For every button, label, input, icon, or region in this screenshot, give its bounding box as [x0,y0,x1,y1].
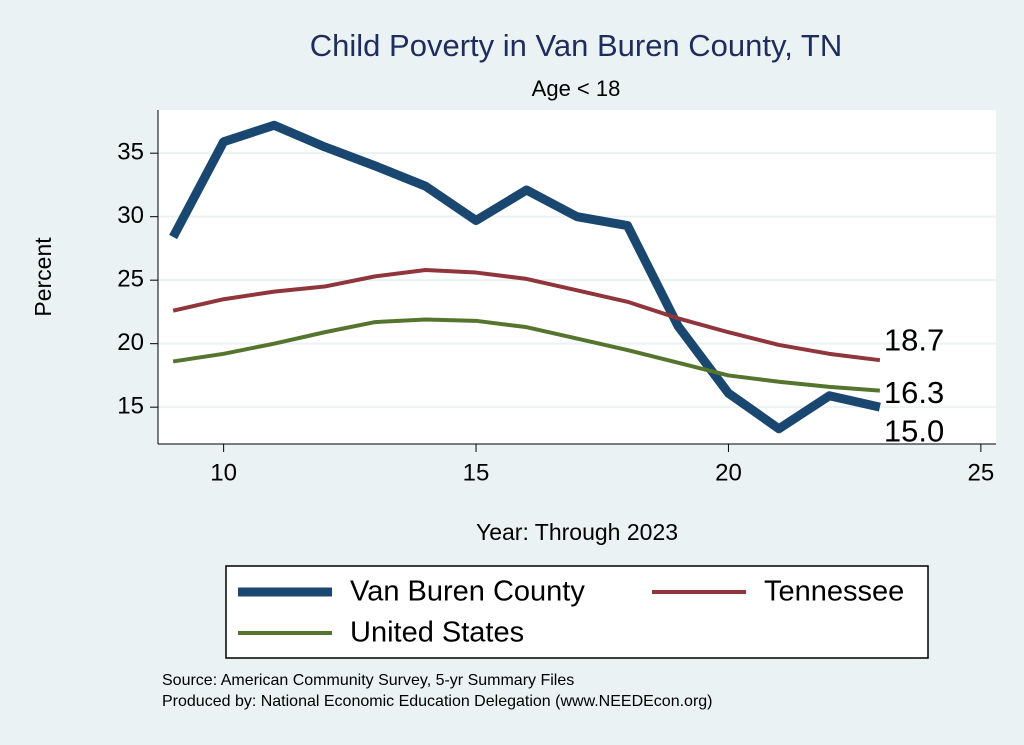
x-axis-label: Year: Through 2023 [476,519,678,545]
legend-label: United States [350,617,524,649]
legend-label: Van Buren County [350,576,585,608]
y-axis-label: Percent [30,237,56,317]
x-tick-label: 20 [715,459,742,486]
legend-label: Tennessee [764,576,904,608]
series-line [172,268,881,363]
x-tick-label: 25 [968,459,995,486]
y-tick-label: 20 [117,329,144,356]
y-tick-label: 15 [117,393,144,420]
data-label: 15.0 [884,413,944,448]
series-line [169,120,881,434]
chart-title: Child Poverty in Van Buren County, TN [310,28,842,63]
legend [225,565,929,659]
y-tick-label: 30 [117,202,144,229]
y-tick-label: 35 [117,139,144,166]
note: Produced by: National Economic Education… [162,693,713,710]
plot-area [158,110,996,444]
x-tick-label: 10 [210,459,237,486]
data-label: 18.7 [884,322,944,357]
series-line [172,317,881,393]
data-label: 16.3 [884,375,944,410]
x-tick-label: 15 [463,459,490,486]
chart-subtitle: Age < 18 [532,76,621,101]
y-tick-label: 25 [117,266,144,293]
note: Source: American Community Survey, 5-yr … [162,672,574,689]
